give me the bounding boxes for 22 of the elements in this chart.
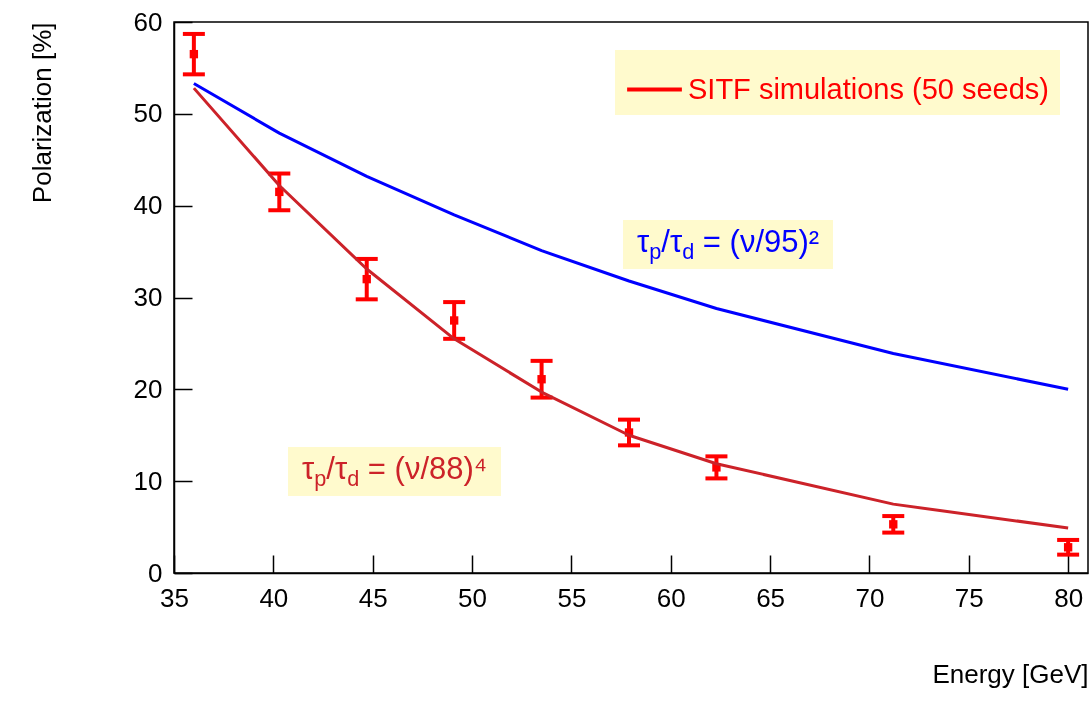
y-tick-label: 60 [133,6,163,37]
legend-label: SITF simulations (50 seeds) [688,72,1050,105]
x-tick-label: 60 [656,582,686,613]
x-tick-label: 55 [557,582,587,613]
x-tick-label: 70 [855,582,885,613]
y-tick-label: 40 [133,190,163,221]
y-tick-label: 0 [148,557,163,588]
x-tick-label: 75 [954,582,984,613]
x-tick-label: 45 [358,582,388,613]
y-tick-label: 10 [133,465,163,496]
x-tick-label: 65 [756,582,786,613]
y-tick-label: 30 [133,282,163,312]
series-label: τ$_{p}$/τ$_{d}$ = (ν/95)² [623,220,834,269]
x-axis-title: Energy [GeV] [932,658,1089,689]
text: τ$_{p}$/τ$_{d}$ = (ν/88)⁴ [288,447,502,496]
x-tick-label: 50 [458,582,487,613]
y-tick-label: 50 [133,98,163,129]
x-tick-label: 80 [1054,582,1084,613]
y-tick-label: 20 [133,373,163,404]
y-axis-title: Polarization [%] [26,22,57,204]
x-tick-label: 35 [160,582,189,613]
x-tick-label: 40 [259,582,289,613]
